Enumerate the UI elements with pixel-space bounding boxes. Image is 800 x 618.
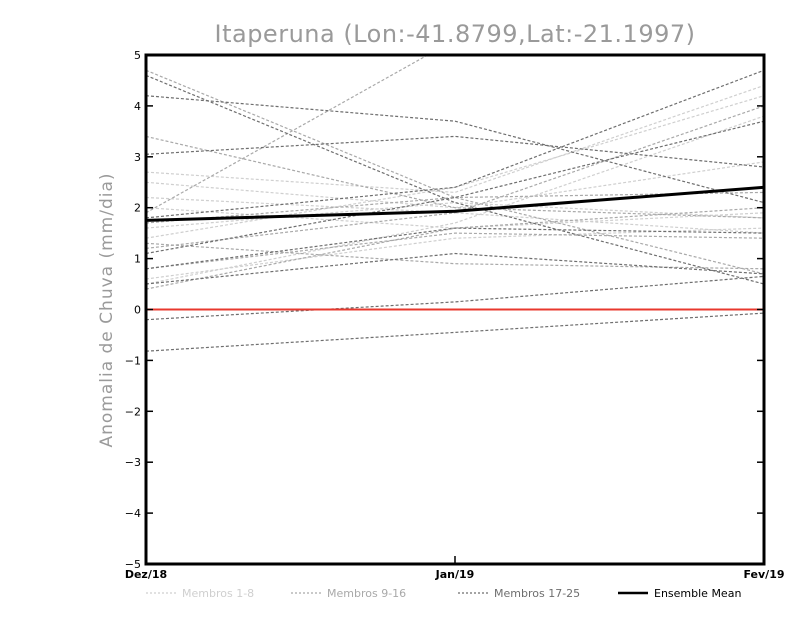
y-tick-label: −5 — [125, 558, 141, 571]
y-tick-label: 2 — [134, 202, 141, 215]
chart-title: Itaperuna (Lon:-41.8799,Lat:-21.1997) — [215, 20, 696, 48]
legend-label: Membros 9-16 — [327, 587, 406, 600]
legend-label: Membros 17-25 — [494, 587, 580, 600]
member-line — [146, 207, 764, 290]
member-line — [146, 252, 764, 285]
legend-label: Membros 1-8 — [182, 587, 254, 600]
member-line — [146, 196, 764, 234]
member-line — [146, 161, 764, 209]
member-line — [146, 74, 764, 285]
legend: Membros 1-8 Membros 9-16 Membros 17-25 Ense… — [146, 587, 741, 600]
y-tick-label: −1 — [125, 354, 141, 367]
member-line — [146, 84, 764, 194]
x-tick-label: Fev/19 — [743, 568, 784, 581]
member-line — [146, 201, 764, 229]
y-tick-label: 5 — [134, 49, 141, 62]
y-tick-label: 0 — [134, 304, 141, 317]
member-line — [146, 242, 764, 270]
member-line — [146, 312, 764, 352]
member-line — [146, 115, 764, 285]
member-line — [146, 120, 764, 255]
member-line — [146, 69, 764, 275]
x-axis: Dez/18 Jan/19 Fev/19 — [125, 556, 785, 581]
y-tick-label: 1 — [134, 253, 141, 266]
y-axis-label: Anomalia de Chuva (mm/dia) — [97, 172, 117, 447]
member-line — [146, 135, 764, 168]
legend-label: Ensemble Mean — [654, 587, 741, 600]
member-line — [146, 275, 764, 321]
ensemble-mean-line — [146, 185, 764, 222]
member-line — [146, 135, 764, 219]
y-tick-label: −3 — [125, 456, 141, 469]
y-tick-label: −2 — [125, 405, 141, 418]
y-tick-label: 4 — [134, 100, 141, 113]
member-line — [146, 69, 764, 219]
member-line — [146, 227, 764, 270]
y-axis: −5 −4 −3 −2 −1 0 1 2 3 4 5 — [125, 49, 764, 571]
y-tick-label: −4 — [125, 507, 141, 520]
x-tick-label: Dez/18 — [125, 568, 167, 581]
member-line — [146, 232, 764, 270]
mean-layer — [146, 185, 764, 222]
member-line — [146, 207, 764, 229]
y-tick-label: 3 — [134, 151, 141, 164]
member-line — [146, 95, 764, 204]
x-tick-label: Jan/19 — [435, 568, 475, 581]
